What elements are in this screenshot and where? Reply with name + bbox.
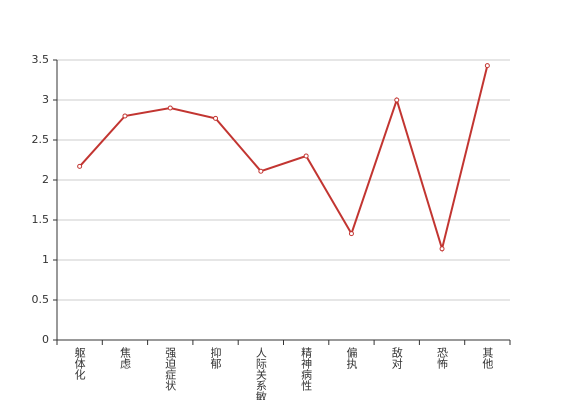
y-tick-label: 3.5 <box>32 53 50 66</box>
point <box>484 63 490 69</box>
x-tick-label: 躯体化 <box>73 347 86 381</box>
point <box>348 231 354 237</box>
x-tick-label: 偏执 <box>345 346 358 370</box>
point <box>213 115 219 121</box>
x-tick-label: 强迫症状 <box>164 347 177 391</box>
point <box>258 168 264 174</box>
x-tick-label: 其他 <box>481 347 494 369</box>
point <box>439 246 445 252</box>
x-tick-label: 人际关系敏感 <box>254 347 267 400</box>
point <box>122 113 128 119</box>
y-tick-label: 2.5 <box>32 133 50 146</box>
x-tick-label: 敌对 <box>390 346 403 369</box>
x-tick-label: 抑郁 <box>209 346 222 369</box>
x-tick-label: 恐怖 <box>436 347 449 369</box>
y-tick-label: 0 <box>42 333 49 346</box>
x-tick-label: 精神病性 <box>300 347 313 392</box>
y-tick-label: 1 <box>42 253 49 266</box>
line <box>78 65 489 253</box>
y-tick-label: 1.5 <box>32 213 50 226</box>
x-tick-label: 焦虑 <box>118 347 131 369</box>
y-tick-label: 3 <box>42 93 49 106</box>
point <box>77 163 83 169</box>
point <box>167 105 173 111</box>
point <box>303 153 309 159</box>
y-tick-label: 0.5 <box>32 293 50 306</box>
y-tick-label: 2 <box>42 173 49 186</box>
point <box>394 97 400 103</box>
